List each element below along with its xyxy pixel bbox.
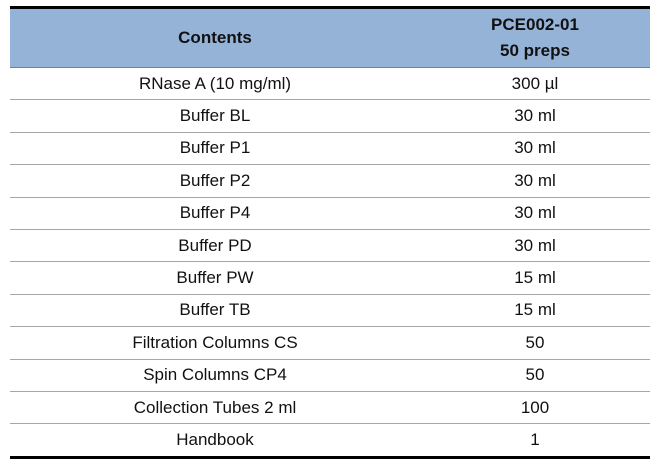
table-cell: 1 [420, 423, 650, 458]
table-cell: Buffer P1 [10, 131, 420, 165]
table-cell: 100 [420, 390, 650, 424]
table-cell: Filtration Columns CS [10, 326, 420, 360]
table-row: Buffer PD 30 ml [10, 228, 650, 262]
header-row: Contents PCE002-01 50 preps [10, 7, 650, 68]
table-row: Buffer P4 30 ml [10, 196, 650, 230]
table-cell: 300 µl [420, 66, 650, 100]
table-row: Buffer TB 15 ml [10, 293, 650, 327]
table-cell: 50 [420, 358, 650, 392]
header-line: 50 preps [500, 41, 570, 60]
table-row: Buffer P1 30 ml [10, 131, 650, 165]
table-cell: Handbook [10, 423, 420, 458]
table-cell: Buffer PW [10, 261, 420, 295]
table-wrapper: Contents PCE002-01 50 preps RNase A (10 … [10, 6, 650, 459]
table-cell: 30 ml [420, 228, 650, 262]
table-cell: RNase A (10 mg/ml) [10, 66, 420, 100]
table-cell: 50 [420, 326, 650, 360]
header-cell: PCE002-01 50 preps [420, 7, 650, 68]
table-row: Buffer PW 15 ml [10, 261, 650, 295]
table-cell: 30 ml [420, 131, 650, 165]
table-row: Buffer P2 30 ml [10, 164, 650, 198]
table-cell: 30 ml [420, 164, 650, 198]
header-cell: Contents [10, 7, 420, 68]
table-cell: Spin Columns CP4 [10, 358, 420, 392]
table-cell: 15 ml [420, 293, 650, 327]
contents-table: Contents PCE002-01 50 preps RNase A (10 … [10, 6, 650, 459]
table-row: Collection Tubes 2 ml 100 [10, 390, 650, 424]
table-body: RNase A (10 mg/ml) 300 µl Buffer BL 30 ml Bu… [10, 66, 650, 458]
table-cell: Buffer PD [10, 228, 420, 262]
table-row: Spin Columns CP4 50 [10, 358, 650, 392]
table-row: Filtration Columns CS 50 [10, 326, 650, 360]
table-cell: 30 ml [420, 196, 650, 230]
header-line: PCE002-01 [491, 15, 579, 34]
table-cell: 30 ml [420, 99, 650, 133]
table-cell: Buffer P2 [10, 164, 420, 198]
table-cell: Buffer TB [10, 293, 420, 327]
table-cell: Buffer P4 [10, 196, 420, 230]
table-cell: 15 ml [420, 261, 650, 295]
table-row: RNase A (10 mg/ml) 300 µl [10, 66, 650, 100]
table-row: Buffer BL 30 ml [10, 99, 650, 133]
table-cell: Collection Tubes 2 ml [10, 390, 420, 424]
table-cell: Buffer BL [10, 99, 420, 133]
table-row: Handbook 1 [10, 423, 650, 458]
